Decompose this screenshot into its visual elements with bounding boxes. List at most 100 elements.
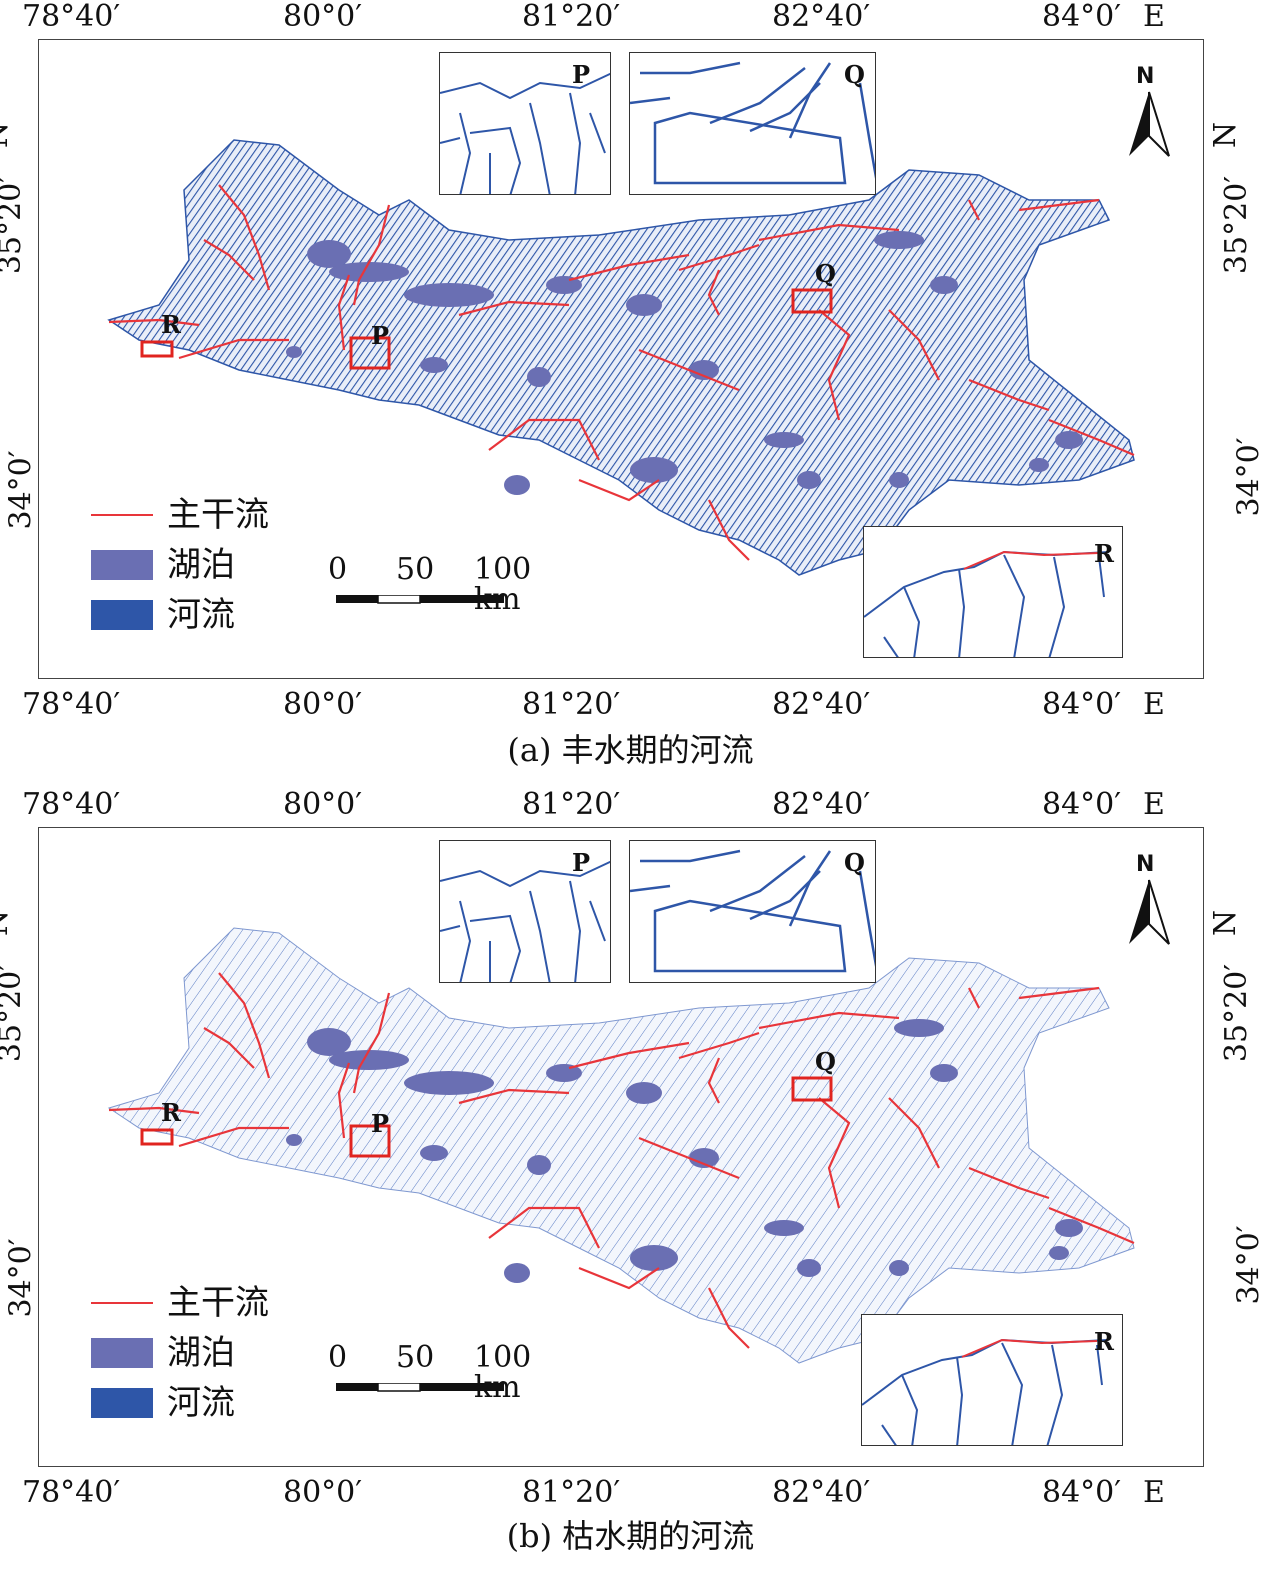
lake xyxy=(764,432,804,448)
main-stream xyxy=(352,204,391,306)
main-stream xyxy=(708,499,750,561)
scale-label: 50 xyxy=(396,552,435,587)
main-stream xyxy=(578,478,660,502)
lon-label-top: 80°0′ xyxy=(283,0,363,34)
lon-label-bottom: 84°0′ xyxy=(1042,1475,1122,1510)
legend-label: 主干流 xyxy=(167,1283,269,1323)
lon-label-bottom: 78°40′ xyxy=(22,1475,121,1510)
marker-label-q: Q xyxy=(815,1047,836,1076)
lake xyxy=(527,367,551,387)
inset-p-label: P xyxy=(572,60,591,89)
lake xyxy=(1055,1219,1083,1237)
north-arrow: N xyxy=(1124,852,1174,948)
main-stream xyxy=(352,992,391,1094)
lon-label-top: 81°20′ xyxy=(522,787,621,822)
lon-label-bottom: 82°40′ xyxy=(772,687,871,722)
legend-label: 河流 xyxy=(167,1383,235,1423)
main-stream xyxy=(1048,418,1135,457)
marker-box-q xyxy=(791,1076,833,1102)
lake xyxy=(797,1259,821,1277)
main-stream xyxy=(678,1031,760,1060)
main-stream xyxy=(888,1097,940,1169)
lake xyxy=(689,1148,719,1168)
inset-r-label: R xyxy=(1094,539,1114,568)
inset-q-label: Q xyxy=(844,60,865,89)
lake xyxy=(420,357,448,373)
panel-caption: (b) 枯水期的河流 xyxy=(506,1517,755,1555)
main-stream xyxy=(968,987,980,1009)
main-stream xyxy=(1018,986,1100,1000)
lat-suffix-right: N xyxy=(1208,121,1244,149)
panel-caption: (a) 丰水期的河流 xyxy=(507,731,754,769)
scale-label: 100 km xyxy=(474,552,532,615)
scale-label: 50 xyxy=(396,1340,435,1375)
lake xyxy=(874,231,924,249)
lon-label-bottom: 84°0′ xyxy=(1042,687,1122,722)
marker-box-p xyxy=(349,1124,391,1158)
lake xyxy=(894,1019,944,1037)
lake xyxy=(504,1263,530,1283)
legend-label: 主干流 xyxy=(167,495,269,535)
lake xyxy=(307,240,351,268)
lake xyxy=(420,1145,448,1161)
lon-label-top: 78°40′ xyxy=(22,787,121,822)
lon-label-bottom: 78°40′ xyxy=(22,687,121,722)
lake xyxy=(527,1155,551,1175)
lon-label-bottom: 81°20′ xyxy=(522,687,621,722)
marker-box-q xyxy=(791,288,833,314)
lon-label-bottom: 80°0′ xyxy=(283,1475,363,1510)
main-stream xyxy=(968,199,980,221)
inset-r-label: R xyxy=(1094,1327,1114,1356)
lat-label-right: 34°0′ xyxy=(1231,437,1261,517)
lake xyxy=(626,294,662,316)
lake xyxy=(1029,458,1049,472)
basin-area xyxy=(107,927,1135,1364)
lon-label-top: 82°40′ xyxy=(772,0,871,34)
main-streams xyxy=(108,184,1135,561)
river-network-map xyxy=(107,927,1135,1364)
lat-label-left: 35°20′ xyxy=(0,963,29,1063)
inset-r: R xyxy=(863,526,1123,658)
lake xyxy=(504,475,530,495)
main-stream xyxy=(578,1266,660,1290)
main-stream xyxy=(638,1136,740,1180)
legend-label: 湖泊 xyxy=(167,545,235,585)
main-streams xyxy=(108,972,1135,1349)
lake xyxy=(889,472,909,488)
lon-label-top: 78°40′ xyxy=(22,0,121,34)
main-stream xyxy=(818,1097,851,1209)
river-network-map xyxy=(107,139,1135,576)
lake xyxy=(889,1260,909,1276)
lake xyxy=(626,1082,662,1104)
lake xyxy=(329,262,409,282)
lake xyxy=(630,457,678,483)
lon-label-top: 84°0′ xyxy=(1042,787,1122,822)
north-arrow-label: N xyxy=(1136,852,1155,877)
main-stream xyxy=(968,1166,1050,1200)
lake xyxy=(930,1064,958,1082)
main-stream xyxy=(337,1062,351,1139)
lon-label-bottom: 81°20′ xyxy=(522,1475,621,1510)
lake xyxy=(930,276,958,294)
scale-label: 0 xyxy=(328,552,348,587)
lake xyxy=(286,1134,302,1146)
marker-box-r xyxy=(140,340,174,358)
marker-box-r xyxy=(140,1128,174,1146)
main-stream xyxy=(568,253,690,282)
main-stream xyxy=(1018,198,1100,212)
lake xyxy=(329,1050,409,1070)
lon-label-top: 84°0′ xyxy=(1042,0,1122,34)
lat-label-right: 35°20′ xyxy=(1219,175,1255,275)
inset-q: Q xyxy=(629,52,876,195)
main-stream xyxy=(678,243,760,272)
north-arrow-icon xyxy=(1129,879,1170,945)
main-stream xyxy=(337,274,351,351)
lake xyxy=(546,1064,582,1082)
lake xyxy=(1049,1246,1069,1260)
inset-p: P xyxy=(439,52,611,195)
main-stream xyxy=(708,1287,750,1349)
north-arrow-icon xyxy=(1129,91,1170,157)
lon-label-top: 80°0′ xyxy=(283,787,363,822)
lake xyxy=(630,1245,678,1271)
scale-label: 0 xyxy=(328,1340,348,1375)
